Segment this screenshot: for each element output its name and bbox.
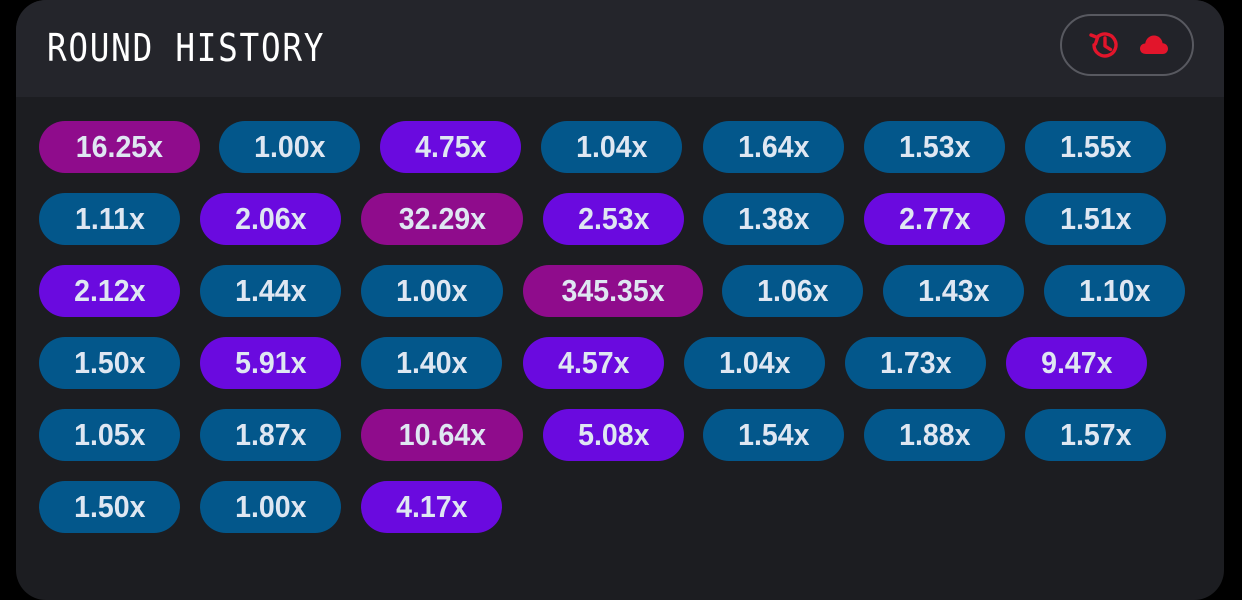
multiplier-pill[interactable]: 5.08x <box>543 409 684 461</box>
multiplier-pill[interactable]: 1.04x <box>541 121 682 173</box>
multiplier-value: 16.25x <box>75 129 164 164</box>
multiplier-pill[interactable]: 1.44x <box>200 265 341 317</box>
multiplier-value: 2.77x <box>898 201 971 236</box>
multiplier-pill[interactable]: 1.51x <box>1025 193 1166 245</box>
multiplier-pill[interactable]: 32.29x <box>361 193 523 245</box>
multiplier-value: 1.38x <box>737 201 810 236</box>
multiplier-pill[interactable]: 1.88x <box>864 409 1005 461</box>
multiplier-pill[interactable]: 1.73x <box>845 337 986 389</box>
history-icon <box>1085 25 1125 65</box>
multiplier-value: 1.54x <box>737 417 810 452</box>
multiplier-pill[interactable]: 5.91x <box>200 337 341 389</box>
multiplier-pill[interactable]: 1.57x <box>1025 409 1166 461</box>
multiplier-pill[interactable]: 1.50x <box>39 481 180 533</box>
panel-header: ROUND HISTORY <box>16 0 1224 97</box>
multiplier-value: 2.12x <box>73 273 146 308</box>
multiplier-value: 2.06x <box>234 201 307 236</box>
multiplier-pill[interactable]: 1.54x <box>703 409 844 461</box>
multiplier-value: 4.17x <box>395 489 468 524</box>
multiplier-value: 1.06x <box>756 273 829 308</box>
multiplier-pill[interactable]: 9.47x <box>1006 337 1147 389</box>
multiplier-value: 1.88x <box>898 417 971 452</box>
multiplier-value: 1.40x <box>395 345 468 380</box>
multiplier-pill[interactable]: 1.53x <box>864 121 1005 173</box>
multiplier-value: 1.87x <box>234 417 307 452</box>
multiplier-value: 1.51x <box>1059 201 1132 236</box>
round-history-panel: ROUND HISTORY 16.25x 1.00x 4.75x 1.04x 1.64x… <box>16 0 1224 600</box>
multiplier-pill[interactable]: 1.04x <box>684 337 825 389</box>
multiplier-value: 1.64x <box>737 129 810 164</box>
multiplier-pill[interactable]: 1.00x <box>219 121 360 173</box>
multiplier-pill[interactable]: 1.38x <box>703 193 844 245</box>
multiplier-value: 1.57x <box>1059 417 1132 452</box>
multiplier-value: 1.73x <box>879 345 952 380</box>
multiplier-value: 1.04x <box>575 129 648 164</box>
multiplier-value: 1.11x <box>74 201 145 236</box>
multiplier-value: 1.04x <box>718 345 791 380</box>
multiplier-pill[interactable]: 4.57x <box>523 337 664 389</box>
multiplier-value: 10.64x <box>398 417 486 452</box>
multiplier-value: 4.75x <box>414 129 487 164</box>
multiplier-value: 345.35x <box>561 273 665 308</box>
multiplier-pill[interactable]: 1.55x <box>1025 121 1166 173</box>
multiplier-pill[interactable]: 4.17x <box>361 481 502 533</box>
multiplier-pill[interactable]: 1.50x <box>39 337 180 389</box>
multiplier-pill[interactable]: 2.77x <box>864 193 1005 245</box>
multiplier-value: 1.00x <box>234 489 307 524</box>
multiplier-value: 1.43x <box>917 273 990 308</box>
multiplier-pill[interactable]: 1.40x <box>361 337 502 389</box>
multiplier-value: 1.10x <box>1078 273 1151 308</box>
multiplier-value: 1.44x <box>234 273 307 308</box>
cloud-icon <box>1139 34 1169 56</box>
multiplier-pill[interactable]: 2.06x <box>200 193 341 245</box>
multiplier-pill[interactable]: 1.06x <box>722 265 863 317</box>
multiplier-value: 5.91x <box>234 345 307 380</box>
multiplier-value: 5.08x <box>577 417 650 452</box>
multiplier-pill[interactable]: 1.87x <box>200 409 341 461</box>
multiplier-pill[interactable]: 1.05x <box>39 409 180 461</box>
multiplier-pill[interactable]: 2.12x <box>39 265 180 317</box>
multiplier-value: 2.53x <box>577 201 650 236</box>
multiplier-value: 1.00x <box>396 273 468 308</box>
multiplier-pill[interactable]: 2.53x <box>543 193 684 245</box>
multiplier-grid: 16.25x 1.00x 4.75x 1.04x 1.64x 1.53x 1.55x 1.11… <box>16 0 1224 600</box>
multiplier-value: 1.55x <box>1059 129 1132 164</box>
multiplier-pill[interactable]: 1.10x <box>1044 265 1185 317</box>
multiplier-value: 4.57x <box>557 345 630 380</box>
multiplier-pill[interactable]: 10.64x <box>361 409 523 461</box>
panel-title: ROUND HISTORY <box>47 26 326 70</box>
multiplier-pill[interactable]: 1.00x <box>361 265 503 317</box>
multiplier-pill[interactable]: 1.11x <box>39 193 180 245</box>
multiplier-value: 1.05x <box>73 417 146 452</box>
multiplier-pill[interactable]: 1.00x <box>200 481 341 533</box>
multiplier-value: 1.00x <box>253 129 326 164</box>
multiplier-pill[interactable]: 16.25x <box>39 121 200 173</box>
multiplier-value: 1.50x <box>73 489 146 524</box>
multiplier-value: 1.53x <box>898 129 971 164</box>
multiplier-value: 32.29x <box>398 201 486 236</box>
multiplier-pill[interactable]: 1.64x <box>703 121 844 173</box>
history-toggle-button[interactable] <box>1060 14 1194 76</box>
multiplier-pill[interactable]: 345.35x <box>523 265 703 317</box>
multiplier-value: 9.47x <box>1040 345 1113 380</box>
multiplier-pill[interactable]: 1.43x <box>883 265 1024 317</box>
multiplier-pill[interactable]: 4.75x <box>380 121 521 173</box>
multiplier-value: 1.50x <box>73 345 146 380</box>
